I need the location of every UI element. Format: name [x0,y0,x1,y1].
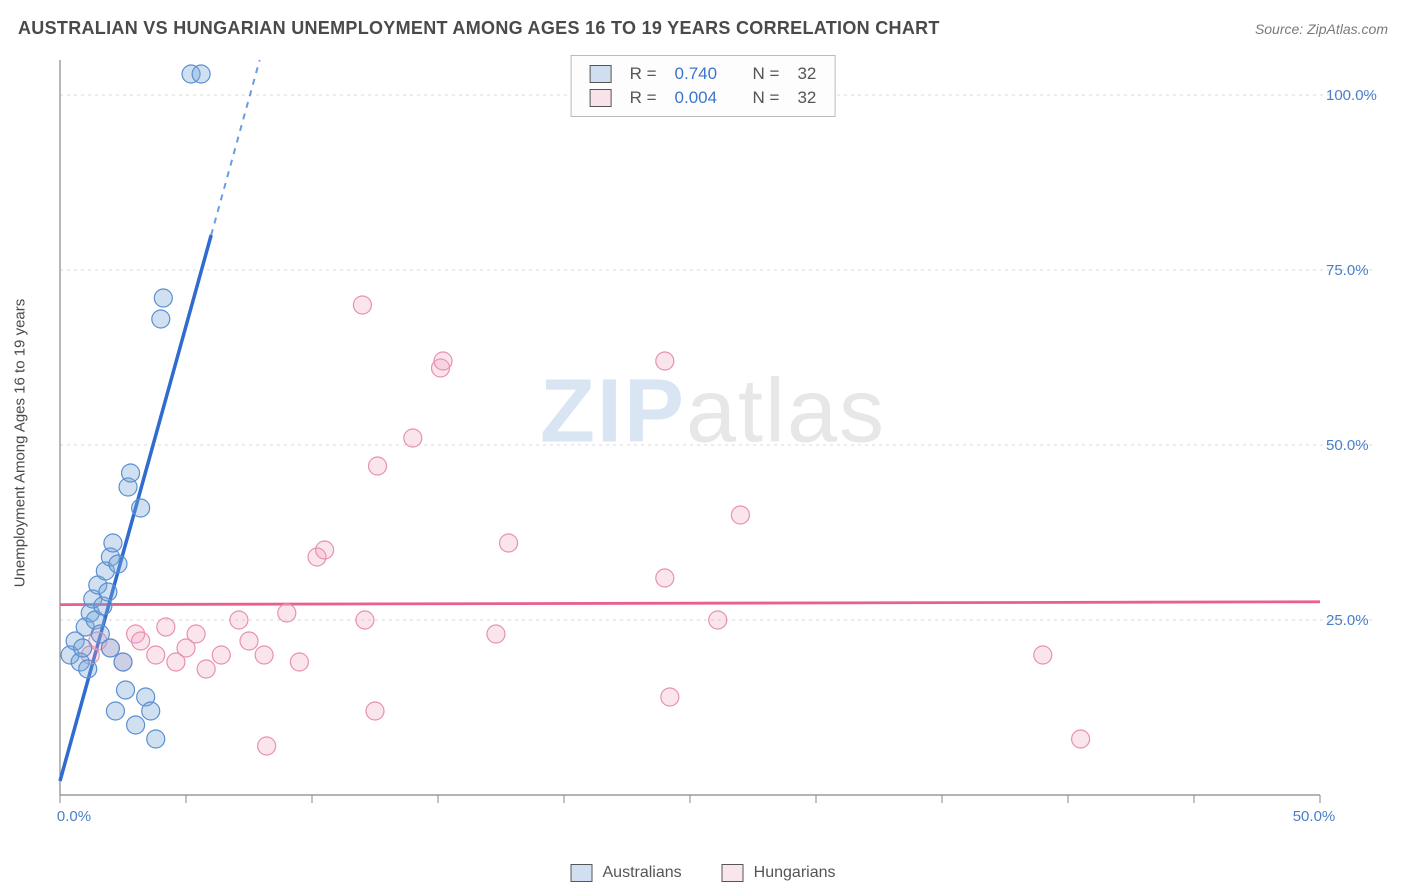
r-label: R = [630,64,657,84]
svg-text:50.0%: 50.0% [1326,437,1369,454]
legend-swatch [590,89,612,107]
svg-text:25.0%: 25.0% [1326,612,1369,629]
legend-stat-row: R = 0.740 N = 32 [590,62,817,86]
legend-series-item: Hungarians [722,864,836,882]
legend-stats: R = 0.740 N = 32 R = 0.004 N = 32 [571,55,836,117]
legend-series-item: Australians [571,864,682,882]
svg-text:75.0%: 75.0% [1326,262,1369,279]
r-value: 0.004 [675,88,735,108]
svg-text:50.0%: 50.0% [1293,808,1336,825]
r-value: 0.740 [675,64,735,84]
chart-svg: 25.0% 50.0% 75.0% 100.0% 0.0% 50.0% [50,60,1376,825]
n-label: N = [753,88,780,108]
legend-swatch [722,864,744,882]
legend-series-label: Hungarians [754,864,836,882]
n-value: 32 [797,88,816,108]
legend-swatch [571,864,593,882]
plot-area: Unemployment Among Ages 16 to 19 years 2… [50,60,1376,825]
svg-text:0.0%: 0.0% [57,808,91,825]
y-axis-label: Unemployment Among Ages 16 to 19 years [12,298,29,587]
n-label: N = [753,64,780,84]
n-value: 32 [797,64,816,84]
r-label: R = [630,88,657,108]
legend-stat-row: R = 0.004 N = 32 [590,86,817,110]
legend-series: Australians Hungarians [571,864,836,882]
source-label: Source: ZipAtlas.com [1255,21,1388,37]
svg-text:100.0%: 100.0% [1326,87,1377,104]
chart-title: AUSTRALIAN VS HUNGARIAN UNEMPLOYMENT AMO… [18,18,940,39]
legend-swatch [590,65,612,83]
legend-series-label: Australians [603,864,682,882]
title-bar: AUSTRALIAN VS HUNGARIAN UNEMPLOYMENT AMO… [18,18,1388,39]
